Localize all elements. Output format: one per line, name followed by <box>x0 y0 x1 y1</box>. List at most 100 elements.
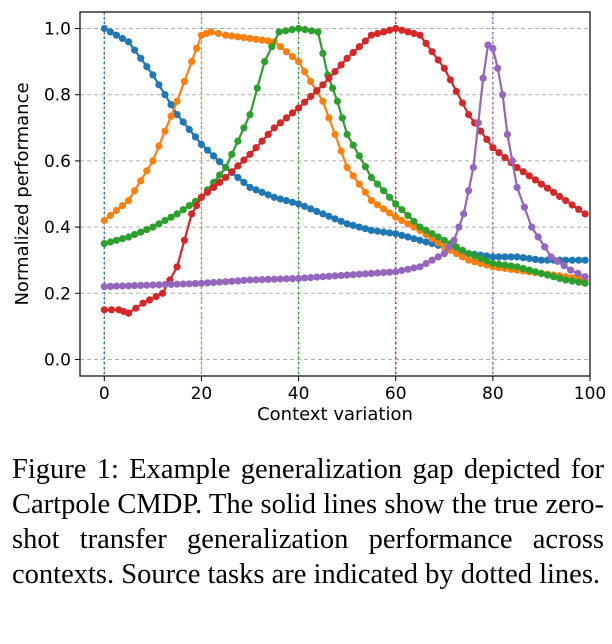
data-point <box>112 206 120 215</box>
data-point <box>258 188 266 196</box>
data-point <box>143 167 151 175</box>
data-point <box>149 71 157 79</box>
data-point <box>404 220 412 228</box>
data-point <box>319 273 327 281</box>
data-point <box>268 43 276 51</box>
data-point <box>188 210 196 218</box>
data-point <box>167 112 175 120</box>
data-point <box>228 277 236 285</box>
data-point <box>100 216 108 225</box>
data-point <box>295 274 303 282</box>
data-point <box>489 253 497 261</box>
data-point <box>513 183 521 191</box>
data-point <box>307 27 316 35</box>
data-point <box>331 272 339 280</box>
data-point <box>240 156 248 164</box>
data-point <box>410 29 418 38</box>
data-point <box>550 273 558 281</box>
data-point <box>228 168 236 176</box>
series-line <box>104 27 586 285</box>
data-point <box>343 220 351 228</box>
data-point <box>560 262 568 270</box>
data-point <box>282 275 290 283</box>
data-point <box>222 163 230 172</box>
data-point <box>567 266 575 274</box>
data-point <box>410 223 418 231</box>
data-point <box>531 176 540 184</box>
data-point <box>125 197 133 205</box>
data-point <box>276 119 284 127</box>
y-axis-label: Normalized performance <box>12 82 33 305</box>
data-point <box>222 173 230 182</box>
data-point <box>386 229 394 237</box>
data-point <box>349 172 357 180</box>
data-point <box>537 269 546 277</box>
data-point <box>149 223 157 231</box>
data-point <box>404 233 412 241</box>
data-point <box>489 259 497 268</box>
data-point <box>575 278 583 286</box>
data-point <box>392 268 400 276</box>
data-point <box>575 256 583 264</box>
series-3 <box>100 24 589 287</box>
data-point <box>525 266 533 274</box>
data-point <box>483 252 491 260</box>
data-point <box>410 235 418 243</box>
data-point <box>240 124 248 132</box>
data-point <box>581 210 589 218</box>
data-point <box>398 26 406 34</box>
data-point <box>547 253 555 261</box>
data-point <box>483 135 491 143</box>
data-point <box>288 275 297 283</box>
series-4 <box>100 24 589 317</box>
data-point <box>513 163 521 172</box>
data-point <box>252 276 260 284</box>
data-point <box>329 84 337 92</box>
data-point <box>295 104 303 112</box>
data-point <box>325 74 333 82</box>
data-point <box>507 253 515 261</box>
data-point <box>132 304 140 312</box>
data-point <box>185 125 193 134</box>
data-point <box>228 32 236 40</box>
data-point <box>143 226 151 234</box>
data-point <box>295 200 303 208</box>
data-point <box>106 28 114 36</box>
data-point <box>349 48 357 57</box>
data-point <box>355 43 363 51</box>
data-point <box>155 81 163 89</box>
data-point <box>543 271 552 279</box>
data-point <box>531 268 540 276</box>
data-point <box>440 236 448 244</box>
data-point <box>331 68 339 76</box>
data-point <box>392 24 400 33</box>
data-point <box>325 212 333 220</box>
data-point <box>173 97 181 105</box>
data-point <box>301 26 309 34</box>
data-point <box>301 202 309 210</box>
data-point <box>494 64 502 72</box>
data-point <box>252 186 260 194</box>
data-point <box>179 206 187 214</box>
data-point <box>216 178 224 186</box>
data-point <box>367 226 375 234</box>
data-point <box>216 171 224 179</box>
data-point <box>106 238 114 246</box>
plot-frame <box>79 11 591 377</box>
data-point <box>288 109 297 117</box>
data-point <box>149 157 157 165</box>
data-point <box>197 279 205 287</box>
y-tick-label: 0.6 <box>44 152 71 172</box>
data-point <box>556 274 564 282</box>
data-point <box>319 210 327 218</box>
data-point <box>240 276 248 284</box>
data-point <box>440 64 448 72</box>
data-point <box>185 280 193 288</box>
data-point <box>193 44 201 53</box>
data-point <box>313 207 321 215</box>
data-point <box>282 27 290 35</box>
data-point <box>440 250 448 258</box>
data-point <box>301 98 309 106</box>
data-point <box>173 210 181 218</box>
data-point <box>503 130 511 138</box>
